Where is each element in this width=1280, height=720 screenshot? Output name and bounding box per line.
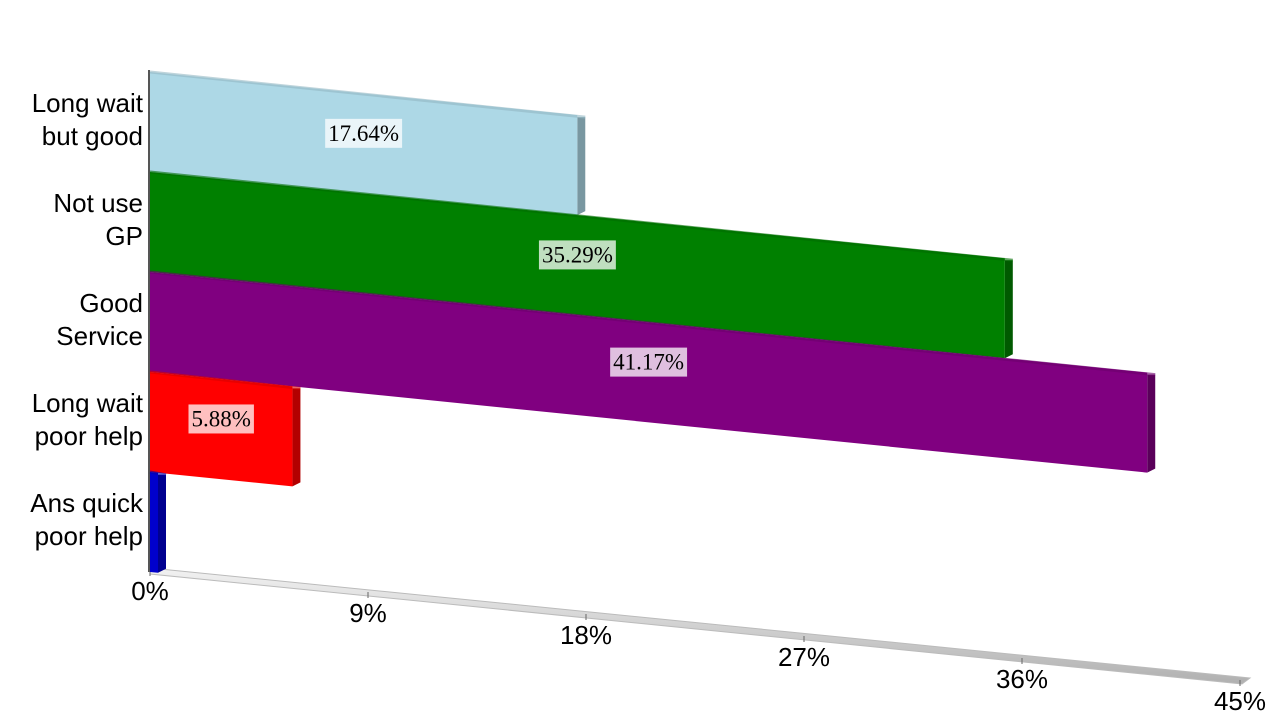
bar-top-edge — [149, 370, 301, 390]
x-tick-label: 9% — [349, 598, 387, 628]
x-tick-label: 45% — [1214, 686, 1266, 716]
bar-side — [577, 117, 586, 216]
bar — [150, 472, 158, 573]
bar-side — [1147, 374, 1156, 473]
x-tick-label: 18% — [560, 620, 612, 650]
axis-floor — [149, 567, 1252, 685]
bar-top-edge — [149, 170, 1013, 262]
bar-side — [1004, 260, 1013, 359]
value-label: 17.64% — [328, 121, 399, 146]
x-tick-label: 36% — [996, 664, 1048, 694]
bar-group: 5.88% — [149, 370, 301, 487]
value-label: 41.17% — [613, 350, 684, 375]
value-label: 5.88% — [192, 406, 251, 431]
bar-top-edge — [149, 70, 586, 119]
value-label-bg — [188, 404, 254, 434]
bar-side — [292, 388, 301, 487]
bar-group — [149, 470, 167, 573]
value-label-bg — [610, 347, 688, 377]
y-tick-label: Long wait poor help — [31, 388, 143, 451]
x-tick-label: 27% — [778, 642, 830, 672]
bar-side — [158, 474, 166, 573]
y-tick-label: Good Service — [56, 288, 143, 351]
bar-top-edge — [149, 470, 167, 477]
bar-top-edge — [149, 270, 1156, 377]
value-label: 35.29% — [542, 242, 613, 267]
value-label-bg — [538, 240, 616, 270]
x-tick-label: 0% — [131, 576, 169, 606]
bar-group: 41.17% — [149, 270, 1156, 473]
y-tick-label: Not use GP — [53, 188, 143, 251]
bar-group: 35.29% — [149, 170, 1013, 359]
y-tick-label: Long wait but good — [31, 88, 143, 151]
y-tick-label: Ans quick poor help — [30, 488, 143, 551]
bar-group: 17.64% — [149, 70, 586, 216]
value-label-bg — [325, 118, 403, 148]
